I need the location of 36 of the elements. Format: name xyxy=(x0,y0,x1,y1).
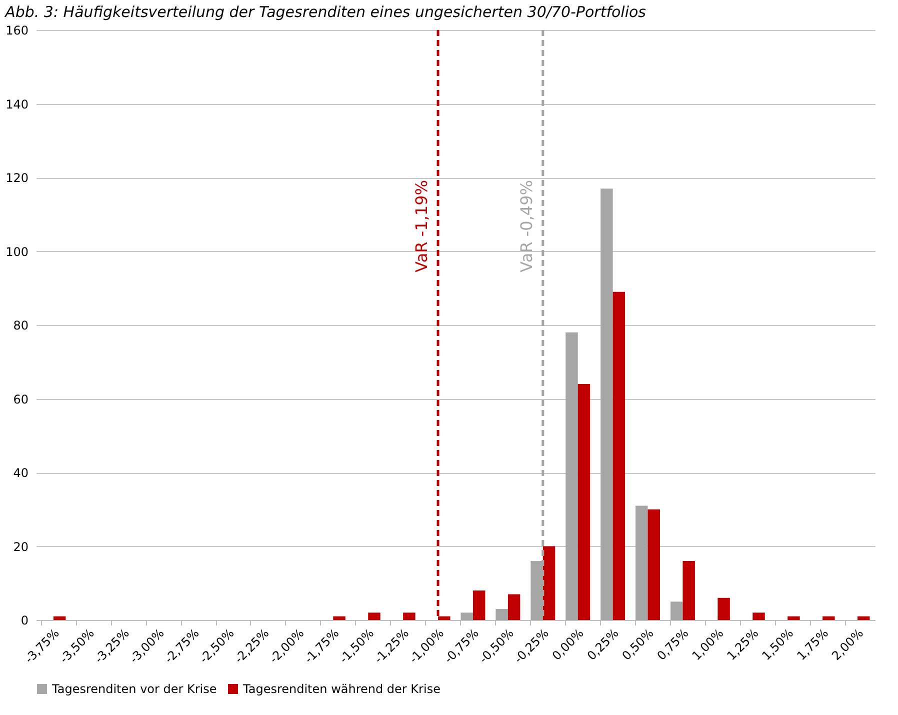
bar xyxy=(600,188,613,620)
y-tick-label: 160 xyxy=(6,24,28,38)
ref-line-label: VaR -0,49% xyxy=(516,180,536,272)
bar xyxy=(53,616,66,620)
bar xyxy=(508,594,520,620)
y-tick-label: 20 xyxy=(13,540,28,554)
y-tick-label: 40 xyxy=(13,466,28,480)
bar xyxy=(752,612,765,620)
legend-label: Tagesrenditen während der Krise xyxy=(242,682,440,696)
y-tick-label: 60 xyxy=(13,392,28,406)
bar xyxy=(670,602,683,620)
bar xyxy=(460,612,473,620)
bar xyxy=(472,590,486,620)
bar xyxy=(858,616,870,620)
bar xyxy=(612,292,626,620)
legend-label: Tagesrenditen vor der Krise xyxy=(51,682,217,696)
y-tick-label: 0 xyxy=(20,614,28,628)
bar xyxy=(403,612,416,620)
bar xyxy=(788,616,800,620)
bar xyxy=(682,561,695,620)
bar xyxy=(542,546,556,620)
bar xyxy=(648,509,660,620)
ref-line-label: VaR -1,19% xyxy=(412,180,432,272)
bar xyxy=(636,506,648,620)
bar xyxy=(496,608,508,620)
y-tick-label: 120 xyxy=(6,171,28,185)
bar xyxy=(578,384,590,620)
bar xyxy=(368,612,380,620)
bar xyxy=(566,332,578,620)
bar xyxy=(718,598,730,620)
bar xyxy=(822,616,835,620)
y-tick-label: 80 xyxy=(13,318,28,332)
y-tick-label: 100 xyxy=(6,244,28,259)
bar xyxy=(333,616,346,620)
chart-title: Abb. 3: Häufigkeitsverteilung der Tagesrenditen eines ungesicherten 30/70-Portfolios xyxy=(4,3,646,21)
y-tick-label: 140 xyxy=(6,97,28,112)
